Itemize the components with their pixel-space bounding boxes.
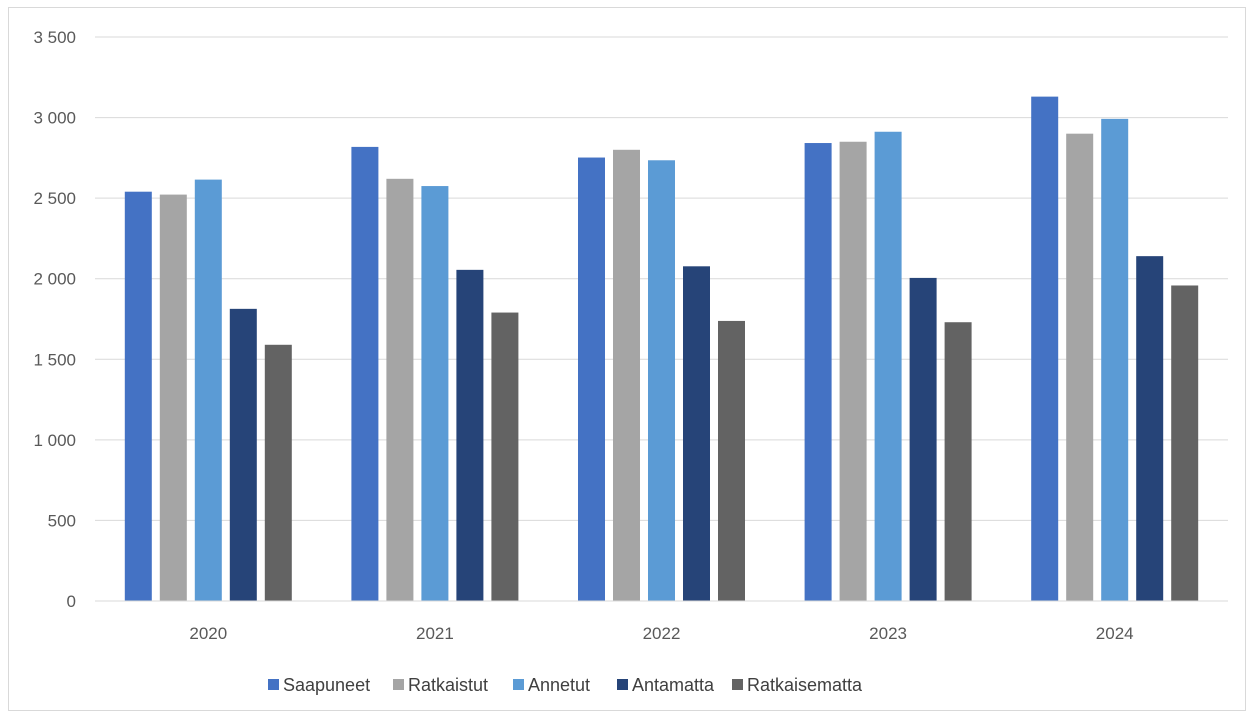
- x-tick-label: 2022: [643, 624, 681, 643]
- bar-annetut-2021: [421, 186, 449, 602]
- bar-antamatta-2024: [1136, 256, 1164, 601]
- bar-ratkaisematta-2023: [944, 322, 972, 601]
- x-tick-label: 2024: [1096, 624, 1134, 643]
- legend-swatch-saapuneet: [268, 679, 279, 690]
- bars: [124, 96, 1199, 602]
- legend-label-ratkaistut: Ratkaistut: [408, 675, 488, 695]
- bar-antamatta-2021: [456, 269, 484, 601]
- y-tick-label: 2 000: [33, 270, 76, 289]
- bar-ratkaisematta-2024: [1171, 285, 1199, 601]
- bar-antamatta-2023: [909, 277, 937, 601]
- legend-swatch-antamatta: [617, 679, 628, 690]
- x-tick-label: 2020: [189, 624, 227, 643]
- bar-saapuneet-2024: [1031, 96, 1059, 601]
- bar-saapuneet-2020: [124, 191, 152, 601]
- bar-saapuneet-2023: [804, 143, 832, 602]
- x-axis-tick-labels: 2020 2021 2022 2023 2024: [189, 624, 1133, 643]
- bar-antamatta-2020: [229, 308, 257, 601]
- x-tick-label: 2023: [869, 624, 907, 643]
- legend-swatch-ratkaisematta: [732, 679, 743, 690]
- y-axis-tick-labels: 0 500 1 000 1 500 2 000 2 500 3 000 3 500: [33, 28, 76, 611]
- x-tick-label: 2021: [416, 624, 454, 643]
- y-tick-label: 1 000: [33, 431, 76, 450]
- y-tick-label: 3 000: [33, 109, 76, 128]
- bar-saapuneet-2021: [351, 146, 379, 602]
- legend-label-ratkaisematta: Ratkaisematta: [747, 675, 863, 695]
- bar-annetut-2020: [194, 179, 222, 601]
- y-tick-label: 500: [48, 511, 76, 530]
- bar-ratkaistut-2023: [839, 141, 867, 601]
- bar-ratkaisematta-2022: [718, 320, 745, 601]
- legend-label-annetut: Annetut: [528, 675, 590, 695]
- bar-ratkaisematta-2020: [264, 344, 292, 601]
- bar-antamatta-2022: [683, 266, 710, 601]
- bar-ratkaistut-2022: [613, 149, 640, 602]
- y-tick-label: 1 500: [33, 350, 76, 369]
- bar-ratkaistut-2021: [386, 178, 414, 601]
- legend-swatch-annetut: [513, 679, 524, 690]
- bar-ratkaistut-2020: [159, 194, 187, 601]
- y-tick-label: 2 500: [33, 189, 76, 208]
- bar-saapuneet-2022: [578, 157, 605, 601]
- bar-annetut-2023: [874, 131, 902, 601]
- y-tick-label: 0: [67, 592, 76, 611]
- bar-annetut-2022: [648, 160, 675, 601]
- legend-swatch-ratkaistut: [393, 679, 404, 690]
- legend-label-saapuneet: Saapuneet: [283, 675, 370, 695]
- legend-label-antamatta: Antamatta: [632, 675, 715, 695]
- bar-ratkaistut-2024: [1066, 133, 1094, 601]
- bar-ratkaisematta-2021: [491, 312, 519, 601]
- bar-annetut-2024: [1101, 118, 1129, 602]
- legend: Saapuneet Ratkaistut Annetut Antamatta Ratka…: [268, 675, 863, 695]
- y-tick-label: 3 500: [33, 28, 76, 47]
